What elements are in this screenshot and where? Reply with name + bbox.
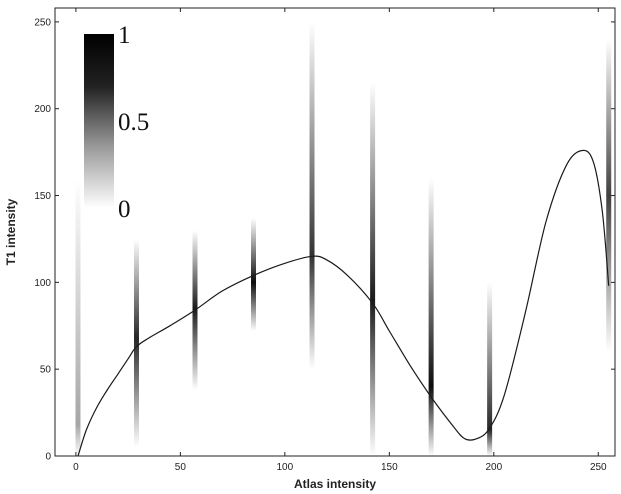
y-tick-label: 200: [34, 104, 51, 115]
colorbar: 10.50: [84, 22, 149, 223]
curve-layer: [77, 149, 610, 457]
colorbar-tick-label: 1: [118, 22, 131, 49]
plot-area: [54, 7, 616, 457]
x-tick-label: 100: [277, 462, 294, 473]
y-tick-label: 50: [40, 365, 52, 376]
x-tick-label: 200: [485, 462, 502, 473]
colorbar-tick-label: 0.5: [118, 109, 149, 136]
colorbar-tick-label: 0: [118, 196, 131, 223]
y-tick-label: 0: [45, 452, 51, 463]
histogram-column: [370, 82, 376, 457]
x-axis: 0 50 100 150 200 250: [73, 8, 607, 473]
x-tick-label: 0: [73, 462, 79, 473]
histogram-column: [428, 178, 434, 457]
x-tick-label: 150: [381, 462, 398, 473]
x-tick-label: 50: [175, 462, 187, 473]
y-tick-label: 150: [34, 191, 51, 202]
histogram-column: [487, 282, 493, 456]
fit-curve-line: [77, 149, 610, 457]
histogram-column: [133, 238, 139, 448]
colorbar-gradient: [84, 34, 114, 208]
y-tick-label: 100: [34, 278, 51, 289]
histogram-column: [251, 218, 257, 331]
y-tick-label: 250: [34, 17, 51, 28]
x-axis-label: Atlas intensity: [294, 477, 376, 491]
histogram-column: [309, 21, 315, 370]
histogram-column: [606, 39, 612, 352]
histogram-column: [75, 178, 81, 457]
x-tick-label: 250: [590, 462, 607, 473]
y-axis: 0 50 100 150 200 250: [34, 17, 615, 463]
y-axis-label: T1 intensity: [4, 198, 18, 265]
